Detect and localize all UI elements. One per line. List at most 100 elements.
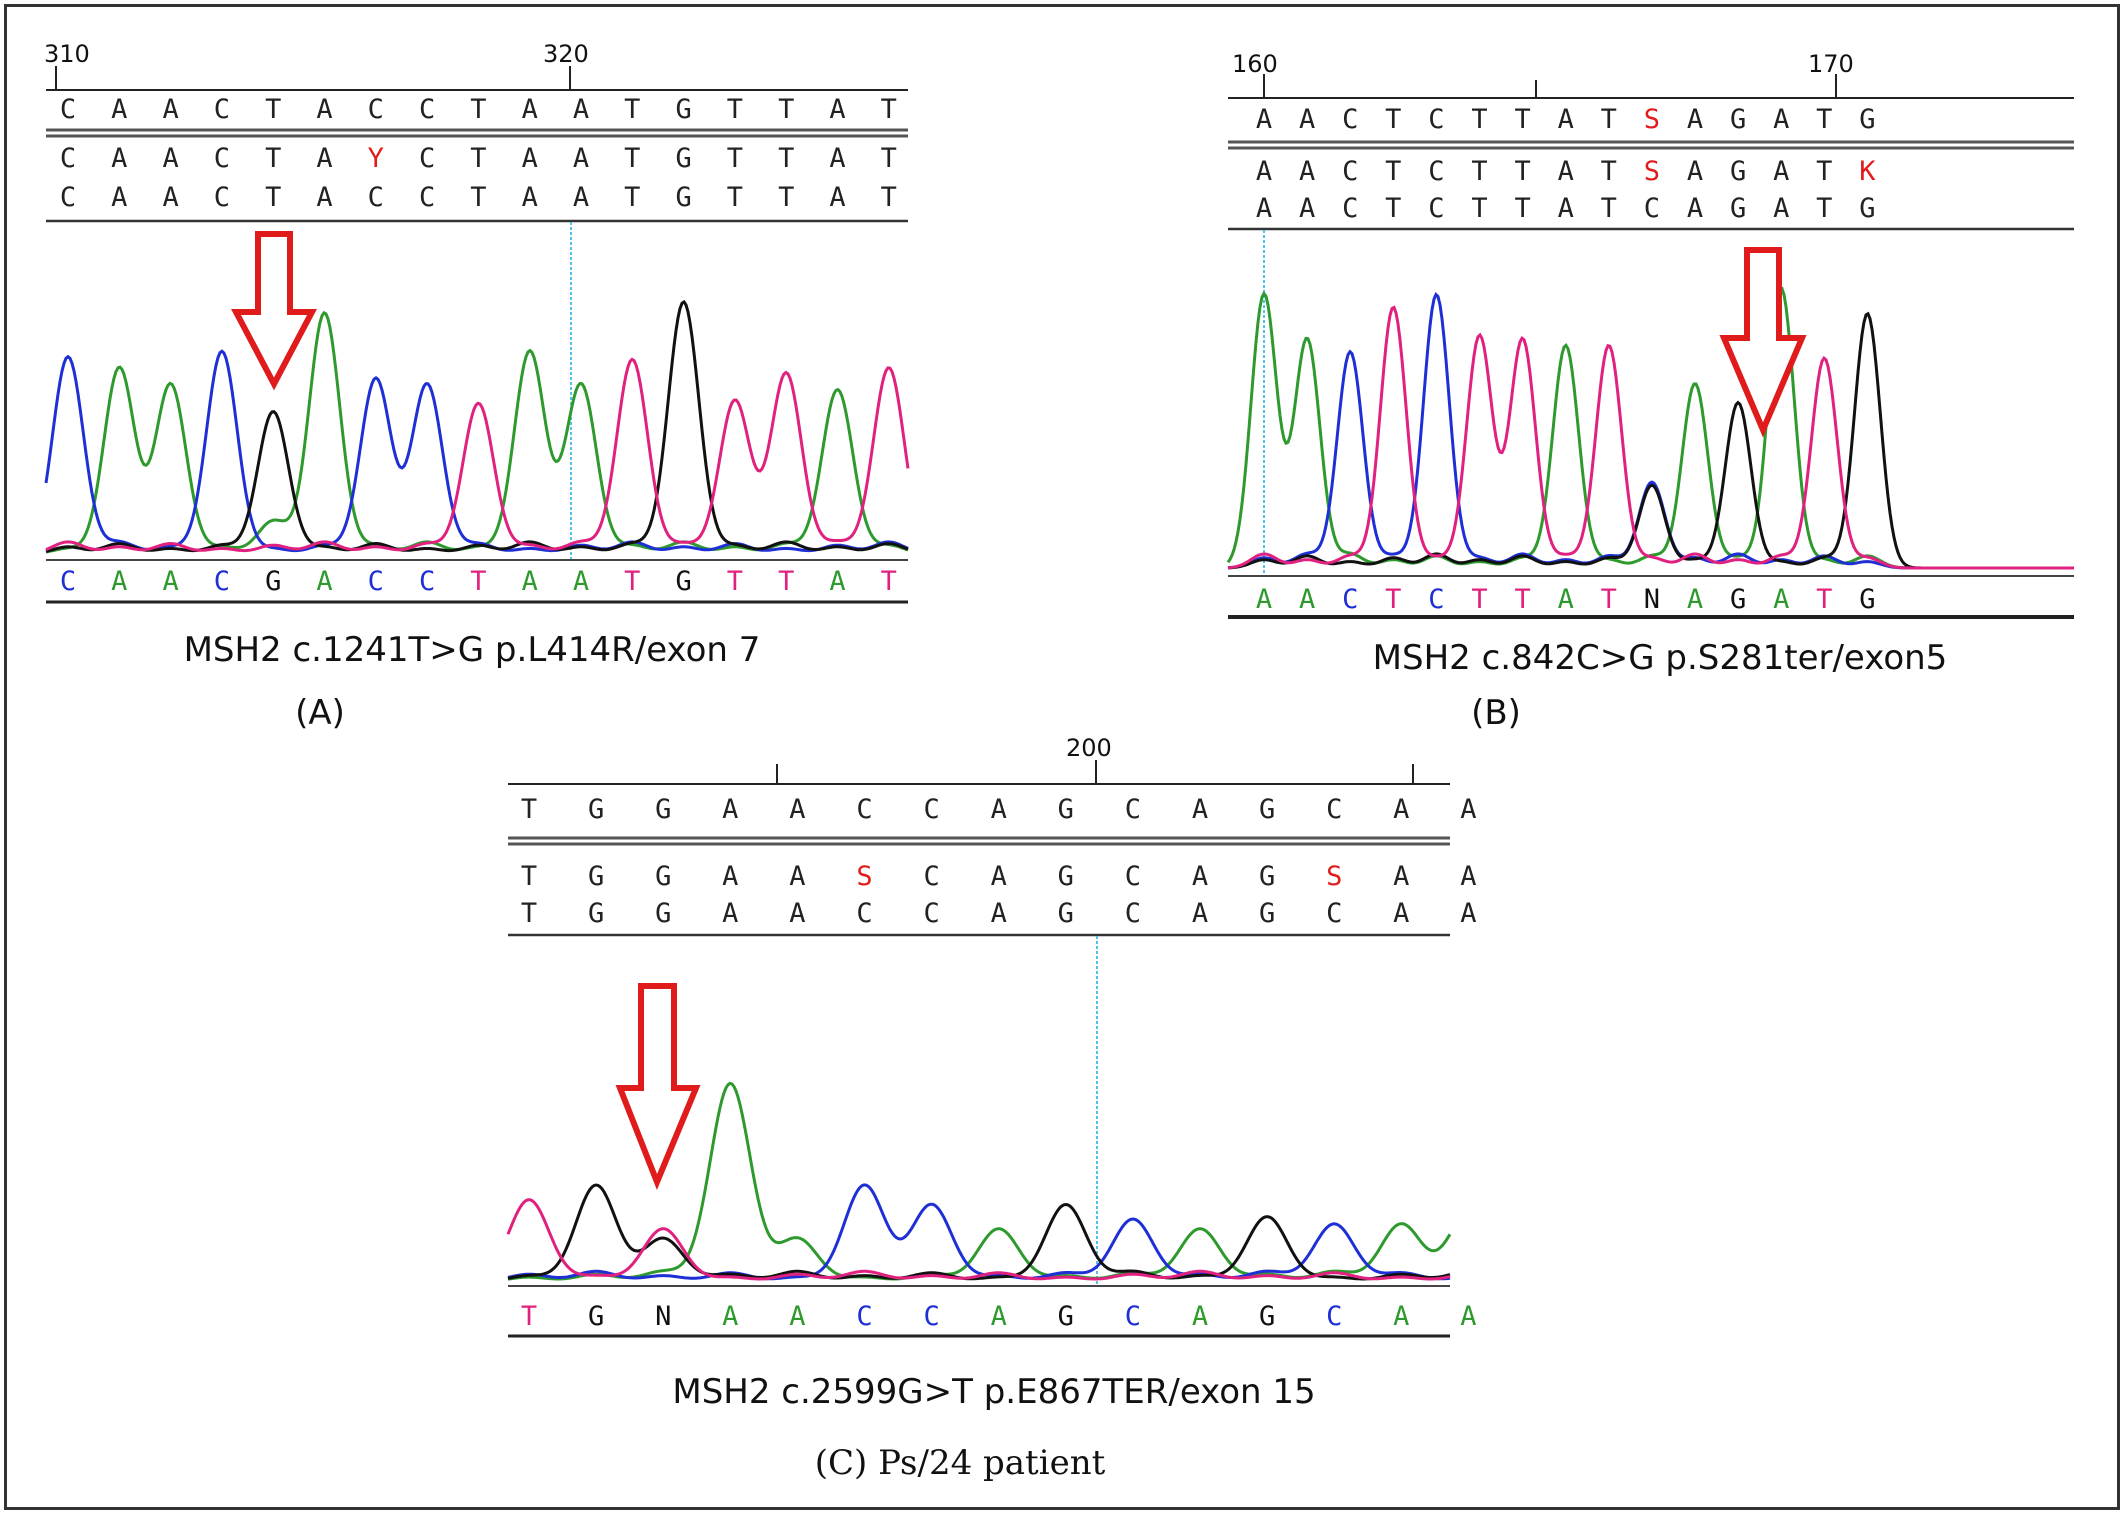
panel-a-reference-base: T <box>881 94 897 125</box>
panel-a-consensus-base: T <box>778 143 794 174</box>
panel-a-consensus-base: A <box>162 143 178 174</box>
panel-b-basecall-base: T <box>1385 584 1401 615</box>
panel-a-basecall-base: T <box>470 566 486 597</box>
panel-a-consensus-base: A <box>316 143 332 174</box>
panel-b-basecall-base: N <box>1644 584 1660 615</box>
panel-b-basecall-base: A <box>1558 584 1574 615</box>
panel-b-reference-base: C <box>1342 104 1358 135</box>
panel-a-consensus-base: G <box>675 143 691 174</box>
panel-a-basecall-base: T <box>881 566 897 597</box>
panel-a-consensus-base: C <box>60 143 76 174</box>
panel-c-read-base: A <box>1192 898 1208 929</box>
panel-b-read-base: C <box>1644 193 1660 224</box>
panel-b-basecall-base: A <box>1299 584 1315 615</box>
panel-a-read-base: C <box>368 182 384 213</box>
panel-a-trace-A <box>45 310 909 554</box>
panel-b-consensus-base: A <box>1773 156 1789 187</box>
panel-c-read-base: C <box>923 898 939 929</box>
panel-b-ruler: 160 170 <box>1228 50 2074 99</box>
panel-b-reference-base: A <box>1687 104 1703 135</box>
panel-b-reference-base: T <box>1601 104 1617 135</box>
panel-b-consensus-base: G <box>1730 156 1746 187</box>
panel-c-consensus-base: A <box>722 861 738 892</box>
panel-c-reference-base: G <box>1259 794 1275 825</box>
panel-a-consensus-base: C <box>419 143 435 174</box>
panel-b-consensus-base: A <box>1256 156 1272 187</box>
panel-c-basecall-base: G <box>588 1301 604 1332</box>
panel-c-basecall-base: C <box>923 1301 939 1332</box>
panel-c-consensus-base: A <box>991 861 1007 892</box>
panel-a-trace-T <box>45 357 910 553</box>
panel-a-read-base: A <box>111 182 127 213</box>
panel-a-label: (A) <box>295 693 345 733</box>
panel-b-read-base: A <box>1687 193 1703 224</box>
panel-a-caption: MSH2 c.1241T>G p.L414R/exon 7 <box>184 630 761 670</box>
panel-a-consensus-base: A <box>829 143 845 174</box>
panel-a-reference-base: A <box>162 94 178 125</box>
panel-b-reference-base: A <box>1299 104 1315 135</box>
panel-a-consensus-base: A <box>111 143 127 174</box>
panel-a-reference-base: A <box>829 94 845 125</box>
panel-b-read-base: C <box>1428 193 1444 224</box>
panel-c-consensus-base: G <box>588 861 604 892</box>
panel-b-reference-base: A <box>1558 104 1574 135</box>
panel-b-read-base: A <box>1299 193 1315 224</box>
panel-b-basecall-base: C <box>1342 584 1358 615</box>
panel-b-read-base: T <box>1816 193 1832 224</box>
panel-a-basecall-base: G <box>675 566 691 597</box>
panel-a-trace-C <box>44 349 909 553</box>
panel-c-trace-C <box>507 1183 1451 1281</box>
panel-c-caption: MSH2 c.2599G>T p.E867TER/exon 15 <box>672 1372 1315 1412</box>
panel-c-reference-base: C <box>1326 794 1342 825</box>
panel-a-reference-base: T <box>778 94 794 125</box>
panel-c-trace <box>506 1081 1452 1281</box>
panel-b-arrow-icon <box>1719 247 1807 438</box>
panel-c-basecall-base: A <box>1460 1301 1476 1332</box>
panel-a-consensus-base: T <box>470 143 486 174</box>
panel-a-read-base: T <box>881 182 897 213</box>
panel-a-consensus-base: T <box>881 143 897 174</box>
panel-b-consensus-base: T <box>1471 156 1487 187</box>
panel-a-basecall-base: C <box>419 566 435 597</box>
panel-a-reference-base: C <box>419 94 435 125</box>
panel-b-trace-G <box>1227 311 2074 570</box>
panel-c-read-base: G <box>1259 898 1275 929</box>
panel-c-basecall-base: A <box>722 1301 738 1332</box>
panel-a-consensus-base: A <box>522 143 538 174</box>
panel-b-caption: MSH2 c.842C>G p.S281ter/exon5 <box>1373 638 1948 678</box>
panel-b-basecall-base: G <box>1859 584 1875 615</box>
panel-c-read-base: T <box>521 898 537 929</box>
panel-a-reference-base: T <box>727 94 743 125</box>
panel-a-basecall-base: G <box>265 566 281 597</box>
panel-a-trace-G <box>45 299 909 553</box>
panel-c-read-base: A <box>722 898 738 929</box>
panel-c-basecall-base: A <box>1393 1301 1409 1332</box>
panel-c-read-base: G <box>655 898 671 929</box>
panel-b-reference-base: A <box>1773 104 1789 135</box>
panel-c-consensus-base: S <box>856 861 872 892</box>
panel-a-basecall-base: A <box>162 566 178 597</box>
panel-c-consensus-base: A <box>1460 861 1476 892</box>
panel-a-reference-base: C <box>214 94 230 125</box>
panel-c-reference-base: A <box>991 794 1007 825</box>
panel-c-consensus-base: T <box>521 861 537 892</box>
panel-b-read-base: A <box>1558 193 1574 224</box>
panel-c-read-base: A <box>789 898 805 929</box>
panel-b-basecall-base: G <box>1730 584 1746 615</box>
panel-c-consensus-base: G <box>1058 861 1074 892</box>
panel-c-consensus-base: C <box>1125 861 1141 892</box>
panel-c-reference-base: G <box>655 794 671 825</box>
panel-c-arrow-icon <box>615 983 701 1191</box>
panel-a-consensus-base: T <box>727 143 743 174</box>
panel-c-consensus-base: G <box>655 861 671 892</box>
panel-b-basecall-base: T <box>1601 584 1617 615</box>
panel-c-read-base: A <box>1393 898 1409 929</box>
